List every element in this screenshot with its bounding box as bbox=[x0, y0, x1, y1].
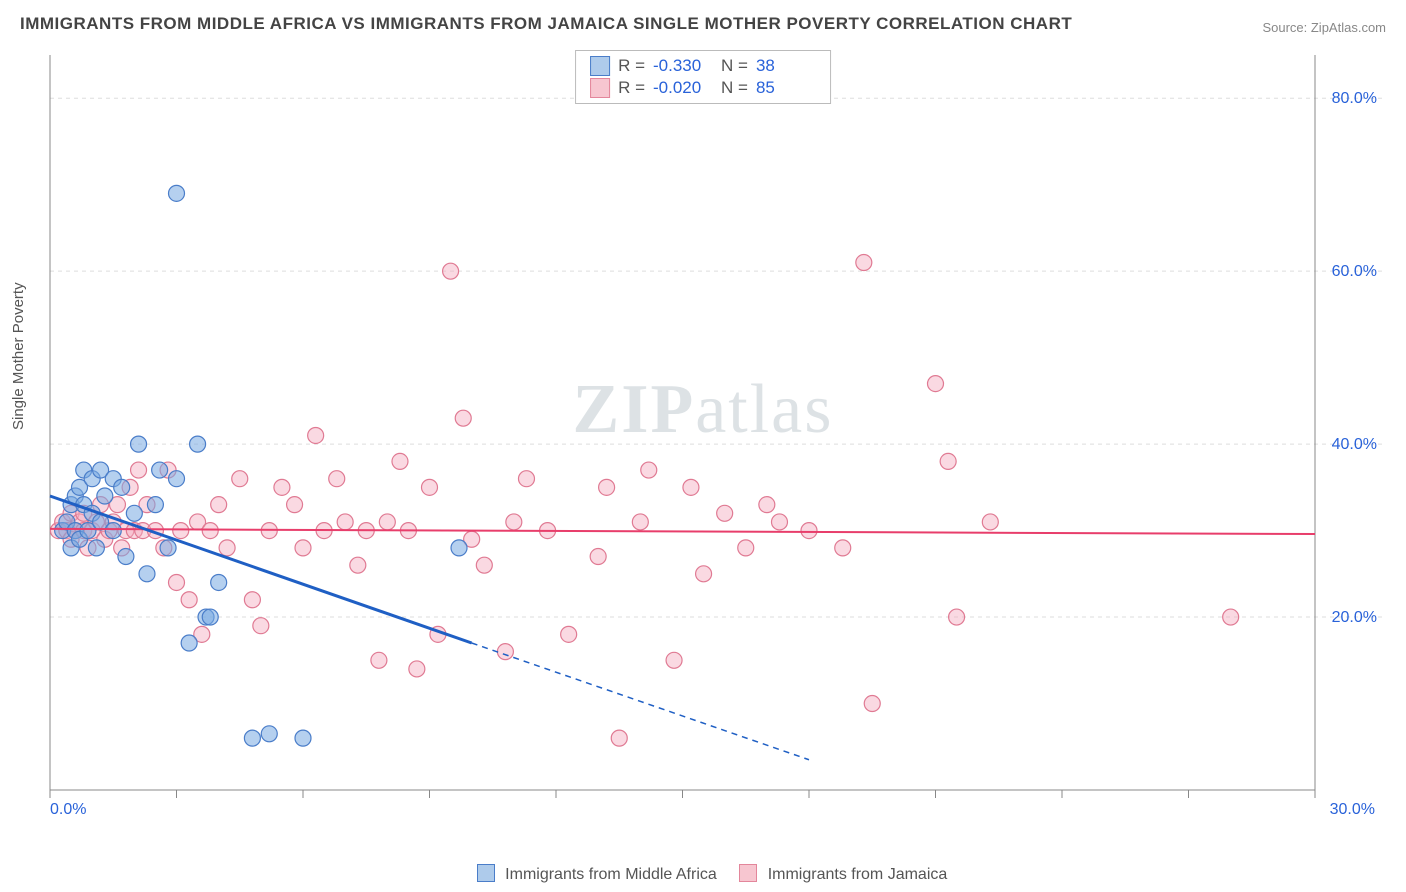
chart-area: 20.0% 40.0% 60.0% 80.0% 0.0% 30.0% bbox=[45, 50, 1385, 820]
series1-label: Immigrants from Middle Africa bbox=[505, 866, 717, 883]
swatch-icon bbox=[590, 56, 610, 76]
svg-text:30.0%: 30.0% bbox=[1330, 801, 1375, 818]
n-label: N = bbox=[721, 78, 748, 98]
r-value: -0.330 bbox=[653, 56, 713, 76]
swatch-icon bbox=[477, 864, 495, 882]
swatch-icon bbox=[739, 864, 757, 882]
n-value: 85 bbox=[756, 78, 816, 98]
n-value: 38 bbox=[756, 56, 816, 76]
swatch-icon bbox=[590, 78, 610, 98]
svg-text:20.0%: 20.0% bbox=[1332, 609, 1377, 626]
svg-text:80.0%: 80.0% bbox=[1332, 90, 1377, 107]
r-value: -0.020 bbox=[653, 78, 713, 98]
r-label: R = bbox=[618, 56, 645, 76]
stats-row-series2: R = -0.020 N = 85 bbox=[590, 77, 816, 99]
x-axis-legend: Immigrants from Middle Africa Immigrants… bbox=[0, 864, 1406, 884]
chart-title: IMMIGRANTS FROM MIDDLE AFRICA VS IMMIGRA… bbox=[20, 14, 1072, 34]
n-label: N = bbox=[721, 56, 748, 76]
series2-label: Immigrants from Jamaica bbox=[768, 866, 948, 883]
r-label: R = bbox=[618, 78, 645, 98]
svg-text:60.0%: 60.0% bbox=[1332, 263, 1377, 280]
y-axis-label: Single Mother Poverty bbox=[10, 282, 27, 430]
source-label: Source: ZipAtlas.com bbox=[1262, 20, 1386, 35]
stats-row-series1: R = -0.330 N = 38 bbox=[590, 55, 816, 77]
scatter-plot: 20.0% 40.0% 60.0% 80.0% 0.0% 30.0% bbox=[45, 50, 1385, 820]
svg-text:40.0%: 40.0% bbox=[1332, 436, 1377, 453]
svg-text:0.0%: 0.0% bbox=[50, 801, 86, 818]
stats-legend-box: R = -0.330 N = 38 R = -0.020 N = 85 bbox=[575, 50, 831, 104]
